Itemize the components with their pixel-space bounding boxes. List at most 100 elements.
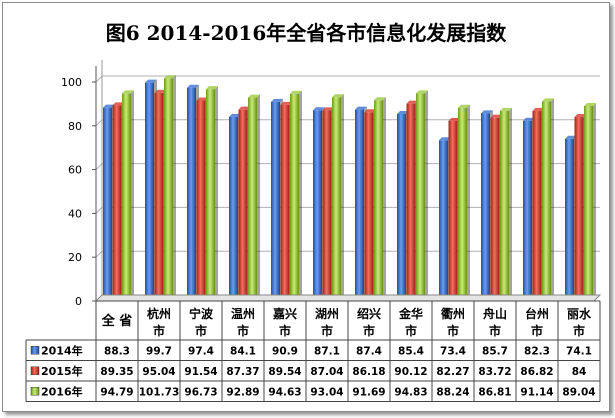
x-tick-label: 市: [531, 323, 543, 338]
bar: [523, 120, 532, 301]
x-tick-label: 市: [153, 323, 165, 338]
data-label: 87.4: [356, 345, 382, 357]
gridline-depth: [95, 207, 103, 214]
legend-key: [30, 387, 40, 396]
data-label: 85.4: [398, 345, 424, 357]
data-label: 89.35: [100, 366, 133, 378]
y-tick-label: 60: [68, 164, 82, 177]
bar: [500, 110, 509, 301]
data-label: 93.04: [310, 386, 343, 398]
data-label: 96.73: [184, 386, 217, 398]
data-label: 86.81: [478, 386, 511, 398]
bar: [271, 101, 280, 301]
x-tick-label: 金华: [398, 306, 423, 321]
gridline-depth: [95, 119, 103, 127]
chart-title: 图6 2014-2016年全省各市信息化发展指数: [105, 21, 507, 45]
bar-top: [145, 79, 157, 83]
x-tick-label: 市: [363, 323, 375, 338]
bar: [458, 107, 467, 302]
bar-side: [383, 97, 386, 301]
bar: [196, 100, 206, 301]
bar: [206, 89, 215, 301]
bar-top: [313, 107, 325, 111]
bar-top: [565, 135, 577, 139]
bar: [248, 97, 257, 302]
bar-top: [355, 106, 367, 110]
bar-top: [122, 90, 134, 94]
data-label: 86.82: [520, 366, 553, 378]
bar-top: [584, 103, 596, 107]
data-label: 89.54: [268, 366, 301, 378]
y-tick-label: 0: [75, 295, 82, 308]
x-tick-label: 湖州: [315, 306, 339, 321]
bar-top: [574, 114, 587, 118]
bar-side: [467, 104, 470, 302]
y-tick-label: 100: [61, 76, 82, 89]
data-label: 86.18: [352, 366, 385, 378]
data-label: 74.1: [566, 345, 592, 357]
bar-side: [173, 75, 176, 301]
x-tick-label: 市: [321, 323, 333, 338]
x-tick-label: 舟山: [483, 306, 507, 321]
data-label: 89.04: [562, 386, 595, 398]
bar: [332, 97, 341, 301]
x-tick-label: 宁波: [189, 306, 214, 321]
bars: [103, 75, 596, 302]
gridline-depth: [95, 75, 103, 83]
data-label: 73.4: [440, 345, 466, 357]
bar: [448, 120, 458, 301]
x-tick-label: 绍兴: [357, 306, 381, 321]
legend-label: 2016年: [41, 384, 83, 398]
bar-top: [542, 98, 554, 102]
bar: [416, 93, 425, 301]
bar-top: [374, 97, 386, 101]
x-tick-label: 台州: [525, 306, 549, 321]
bar-side: [593, 103, 596, 301]
bar: [481, 113, 490, 301]
bar: [154, 92, 164, 301]
x-tick-label: 嘉兴: [272, 306, 297, 321]
data-label: 88.3: [104, 345, 130, 357]
bar-top: [532, 107, 545, 111]
bar: [574, 117, 584, 301]
bar-top: [154, 89, 167, 93]
bar-side: [257, 94, 260, 302]
x-tick-label: 市: [237, 323, 249, 338]
bar-top: [397, 110, 409, 114]
bar-top: [416, 90, 428, 94]
bar: [355, 109, 364, 302]
bar: [565, 138, 574, 301]
bar-top: [238, 106, 251, 110]
bar-side: [551, 98, 554, 301]
data-label: 87.04: [310, 366, 343, 378]
y-tick-label: 80: [68, 120, 82, 133]
data-label: 82.3: [524, 345, 550, 357]
x-tick-label: 市: [405, 323, 417, 338]
bar: [187, 87, 196, 301]
x-tick-label: 市: [489, 323, 501, 338]
bar-top: [196, 97, 209, 101]
bar-side: [341, 94, 344, 301]
x-tick-label: 市: [195, 323, 207, 338]
bar-top: [322, 107, 335, 111]
bar: [374, 100, 383, 301]
data-label: 92.89: [226, 386, 259, 398]
data-label: 90.9: [272, 345, 298, 357]
bar: [103, 107, 112, 301]
bar: [532, 110, 542, 301]
y-tick-label: 40: [68, 207, 82, 220]
data-label: 83.72: [478, 366, 511, 378]
data-label: 84: [572, 366, 587, 378]
bar-top: [271, 98, 283, 102]
bar-top: [112, 102, 125, 106]
bar-top: [164, 75, 176, 79]
bar: [164, 78, 173, 301]
data-label: 91.69: [352, 386, 385, 398]
bar: [322, 110, 332, 301]
bar-top: [229, 113, 241, 117]
bar: [397, 113, 406, 301]
bar-side: [425, 90, 428, 302]
bar-top: [280, 101, 293, 105]
data-label: 87.1: [314, 345, 340, 357]
